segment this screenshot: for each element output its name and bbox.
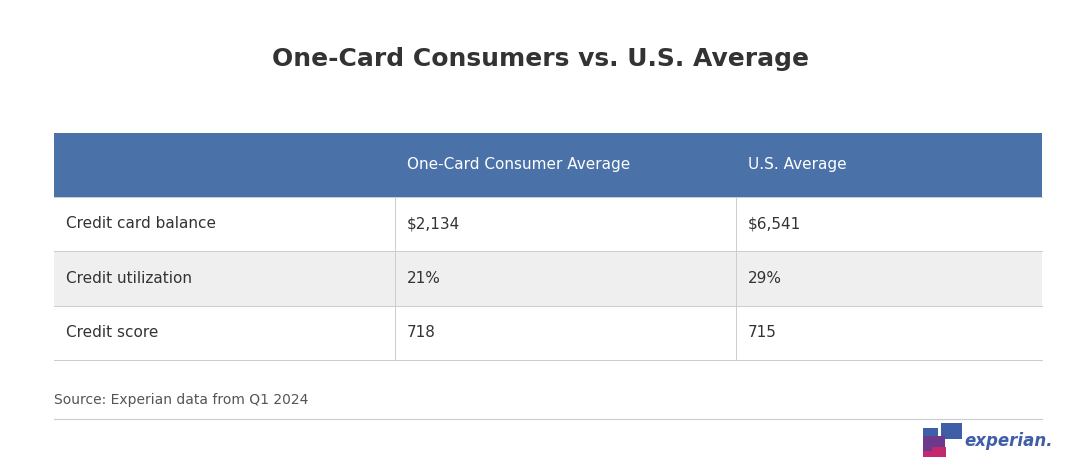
- Bar: [941, 423, 962, 439]
- Text: 718: 718: [407, 326, 435, 340]
- Bar: [54, 251, 395, 306]
- Bar: [395, 306, 735, 360]
- Bar: [395, 133, 735, 197]
- Text: 29%: 29%: [747, 271, 782, 286]
- Bar: [54, 197, 395, 251]
- Text: One-Card Consumers vs. U.S. Average: One-Card Consumers vs. U.S. Average: [271, 47, 809, 72]
- Text: Credit score: Credit score: [66, 326, 159, 340]
- Text: Credit card balance: Credit card balance: [66, 217, 216, 231]
- Bar: [735, 133, 1042, 197]
- Bar: [923, 436, 945, 452]
- Bar: [54, 306, 395, 360]
- Text: U.S. Average: U.S. Average: [747, 157, 847, 172]
- Text: Credit utilization: Credit utilization: [66, 271, 192, 286]
- Text: $2,134: $2,134: [407, 217, 460, 231]
- Text: experian.: experian.: [964, 432, 1053, 450]
- Bar: [54, 133, 395, 197]
- Text: Source: Experian data from Q1 2024: Source: Experian data from Q1 2024: [54, 393, 309, 408]
- Bar: [923, 451, 932, 457]
- Bar: [735, 251, 1042, 306]
- Bar: [395, 251, 735, 306]
- Text: 715: 715: [747, 326, 777, 340]
- Text: 21%: 21%: [407, 271, 441, 286]
- Bar: [923, 428, 937, 438]
- Bar: [932, 447, 946, 457]
- Text: One-Card Consumer Average: One-Card Consumer Average: [407, 157, 630, 172]
- Bar: [735, 306, 1042, 360]
- Bar: [395, 197, 735, 251]
- Text: $6,541: $6,541: [747, 217, 801, 231]
- Bar: [735, 197, 1042, 251]
